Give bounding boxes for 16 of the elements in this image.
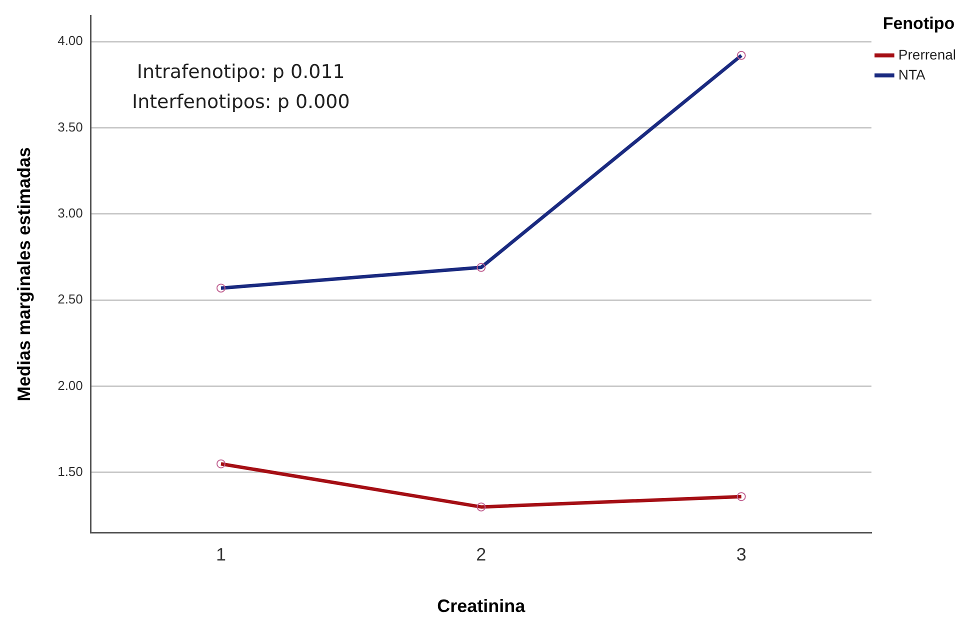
annotation: Interfenotipos: p 0.000 — [132, 90, 350, 113]
annotation: Intrafenotipo: p 0.011 — [136, 60, 345, 83]
x-tick-label: 1 — [216, 544, 226, 565]
x-tick-label: 3 — [736, 544, 746, 565]
legend-label: NTA — [898, 66, 926, 82]
y-axis-title: Medias marginales estimadas — [14, 147, 34, 402]
y-tick-label: 4.00 — [58, 33, 83, 48]
y-tick-label: 2.50 — [58, 292, 83, 307]
legend-title: Fenotipo — [882, 14, 955, 34]
x-axis-title: Creatinina — [437, 596, 526, 616]
y-tick-label: 3.00 — [58, 206, 83, 221]
y-tick-label: 2.00 — [58, 378, 83, 393]
x-tick-label: 2 — [476, 544, 486, 565]
y-tick-label: 3.50 — [58, 119, 83, 134]
y-tick-label: 1.50 — [58, 464, 83, 480]
legend-label: Prerrenal — [898, 46, 956, 62]
